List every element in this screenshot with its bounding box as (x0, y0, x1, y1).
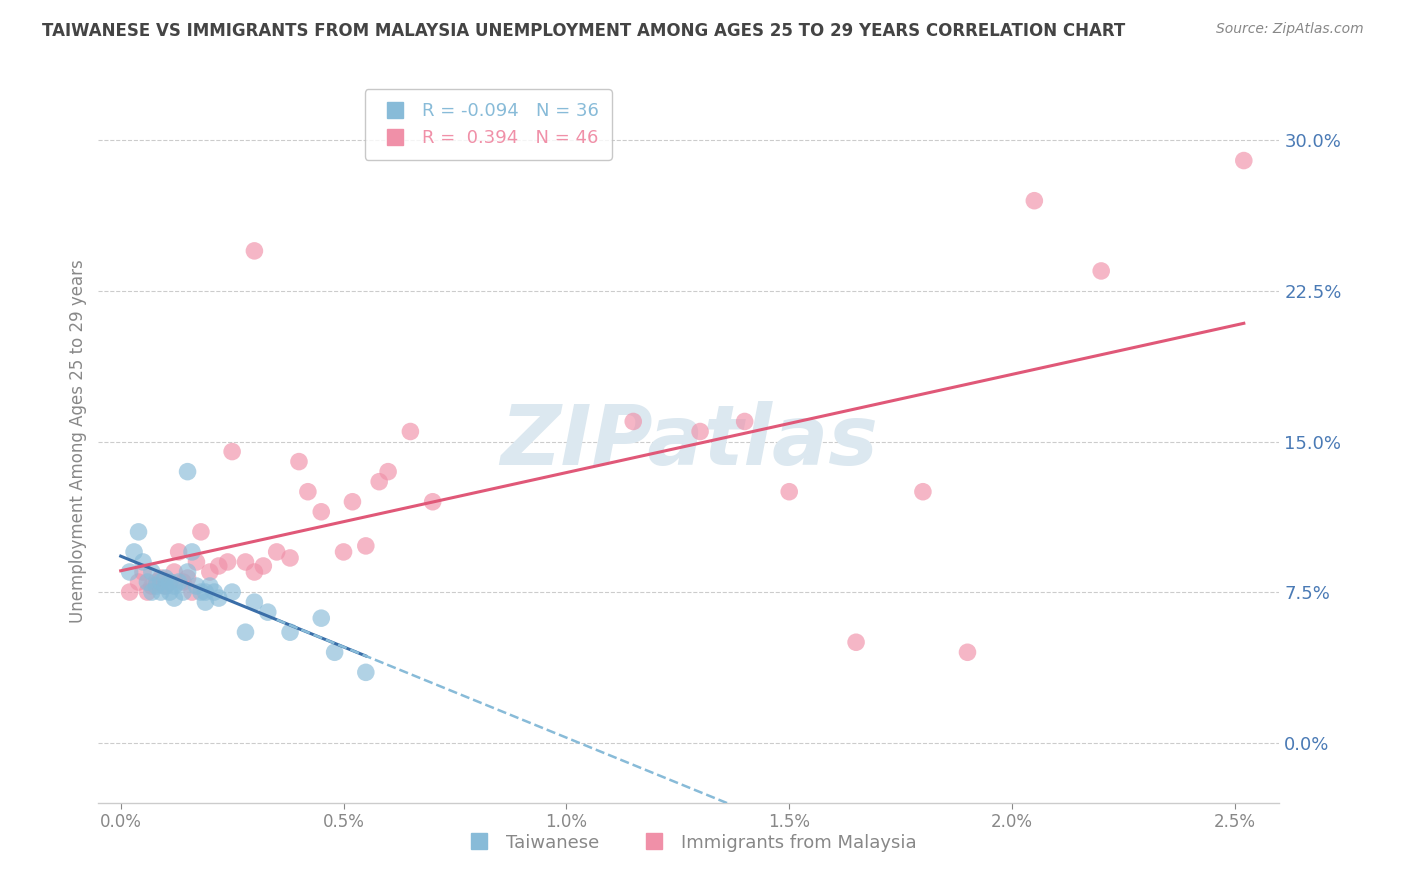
Point (190, 524, 212, 539)
Point (208, 591, 231, 606)
Point (145, 575, 167, 590)
Point (149, 585, 172, 599)
Point (256, 605, 278, 619)
Point (141, 579, 163, 593)
Point (132, 555, 155, 569)
Point (221, 444, 243, 458)
Point (198, 565, 221, 579)
Point (186, 555, 208, 569)
Point (221, 585, 243, 599)
Point (128, 524, 150, 539)
Point (159, 575, 181, 590)
Point (186, 579, 208, 593)
Point (163, 579, 186, 593)
Point (149, 575, 172, 590)
Point (243, 595, 266, 609)
Point (176, 565, 198, 579)
Point (621, 414, 644, 429)
Point (377, 465, 399, 479)
Point (342, 494, 364, 508)
Legend: Taiwanese, Immigrants from Malaysia: Taiwanese, Immigrants from Malaysia (454, 826, 924, 859)
Point (911, 484, 934, 499)
Point (845, 635, 868, 649)
Point (309, 611, 332, 625)
Point (309, 505, 332, 519)
Point (118, 565, 141, 579)
Point (202, 585, 225, 599)
Point (278, 625, 301, 640)
Point (136, 575, 159, 590)
Point (235, 555, 257, 569)
Point (1233, 153, 1256, 168)
Point (132, 565, 155, 579)
Text: ZIPatlas: ZIPatlas (501, 401, 877, 482)
Point (149, 571, 172, 585)
Point (689, 425, 711, 439)
Point (778, 484, 800, 499)
Point (368, 475, 391, 489)
Point (145, 579, 167, 593)
Point (243, 244, 266, 258)
Point (399, 425, 422, 439)
Point (323, 645, 346, 659)
Point (208, 558, 231, 574)
Point (155, 579, 177, 593)
Point (122, 545, 145, 559)
Point (181, 585, 204, 599)
Point (217, 555, 239, 569)
Point (181, 545, 204, 559)
Point (252, 558, 274, 574)
Point (194, 595, 217, 609)
Point (172, 585, 194, 599)
Point (172, 575, 194, 590)
Point (167, 575, 190, 590)
Point (422, 494, 444, 508)
Point (243, 565, 266, 579)
Point (155, 571, 177, 585)
Text: TAIWANESE VS IMMIGRANTS FROM MALAYSIA UNEMPLOYMENT AMONG AGES 25 TO 29 YEARS COR: TAIWANESE VS IMMIGRANTS FROM MALAYSIA UN… (42, 22, 1125, 40)
Point (159, 585, 181, 599)
Point (354, 539, 377, 553)
Point (141, 565, 163, 579)
Point (190, 585, 212, 599)
Point (1024, 194, 1046, 208)
Y-axis label: Unemployment Among Ages 25 to 29 years: Unemployment Among Ages 25 to 29 years (69, 260, 87, 624)
Point (167, 545, 190, 559)
Point (194, 585, 217, 599)
Point (198, 579, 221, 593)
Point (163, 591, 186, 606)
Text: Source: ZipAtlas.com: Source: ZipAtlas.com (1216, 22, 1364, 37)
Point (734, 414, 756, 429)
Point (297, 484, 319, 499)
Point (159, 575, 181, 590)
Point (266, 545, 288, 559)
Point (288, 455, 311, 469)
Point (278, 551, 301, 566)
Point (235, 625, 257, 640)
Point (332, 545, 354, 559)
Point (141, 585, 163, 599)
Point (956, 645, 979, 659)
Point (354, 665, 377, 680)
Point (118, 585, 141, 599)
Point (136, 585, 159, 599)
Point (163, 565, 186, 579)
Point (1090, 264, 1112, 278)
Point (176, 571, 198, 585)
Point (176, 465, 198, 479)
Point (155, 579, 177, 593)
Point (128, 575, 150, 590)
